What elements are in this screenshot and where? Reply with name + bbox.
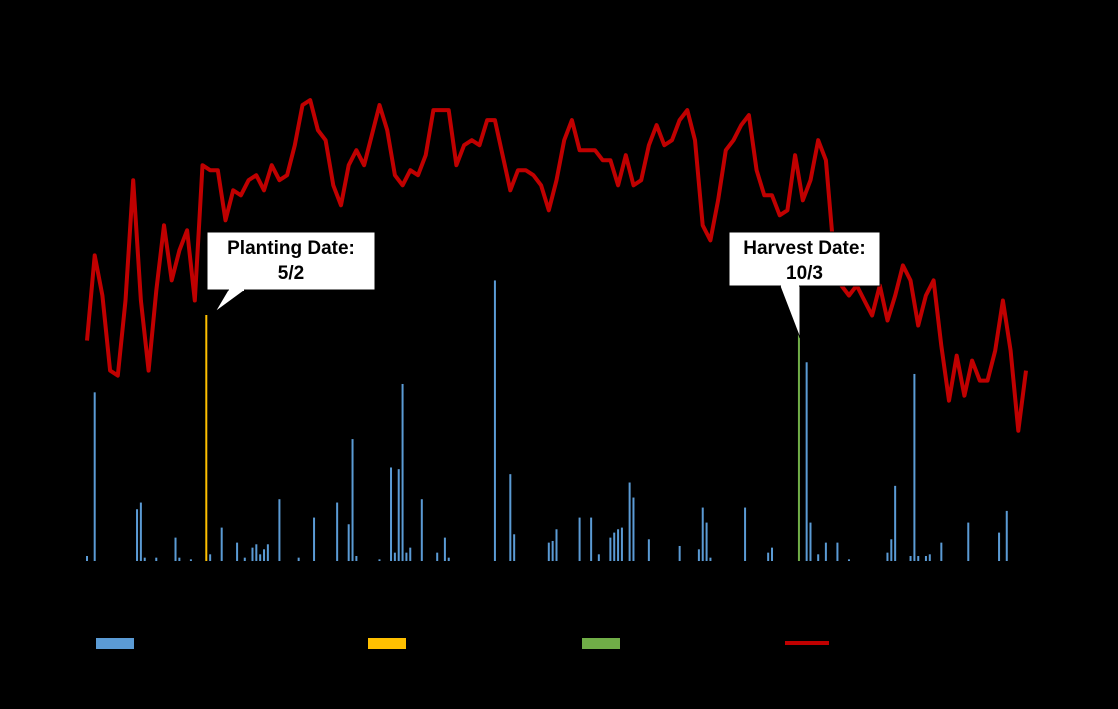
bar — [493, 280, 496, 561]
legend-swatch — [368, 638, 406, 649]
bar — [836, 542, 839, 561]
bar — [547, 542, 550, 561]
bar — [336, 502, 339, 561]
bar — [551, 540, 554, 561]
bar — [647, 539, 650, 561]
bar — [401, 383, 404, 561]
bar — [378, 559, 381, 561]
bar — [390, 467, 393, 561]
bar — [513, 534, 516, 561]
bar — [297, 557, 300, 561]
bar — [397, 469, 400, 561]
bar — [278, 499, 281, 561]
bar — [894, 485, 897, 561]
bar — [967, 522, 970, 561]
bar — [805, 362, 808, 561]
bar — [220, 527, 223, 561]
bar — [928, 554, 931, 561]
bar — [824, 542, 827, 561]
bar — [447, 557, 450, 561]
bar — [355, 555, 358, 561]
bar — [266, 544, 269, 561]
bar — [940, 542, 943, 561]
bar — [86, 555, 88, 561]
bar — [709, 557, 712, 561]
callout-date: 10/3 — [786, 263, 823, 284]
bar — [701, 507, 704, 561]
bar — [409, 547, 412, 561]
bar — [236, 542, 239, 561]
bar — [255, 544, 258, 561]
bar — [209, 554, 212, 561]
bar — [909, 555, 912, 561]
bar — [93, 392, 96, 561]
bar — [251, 547, 254, 561]
bar — [890, 539, 893, 561]
bar — [347, 524, 350, 561]
bar — [189, 559, 192, 561]
bar — [847, 559, 850, 561]
bar — [886, 552, 889, 561]
callout-date: 5/2 — [278, 263, 304, 284]
bar — [420, 499, 423, 561]
bar — [628, 482, 631, 561]
bar — [998, 532, 1001, 561]
bar — [155, 557, 158, 561]
bar — [436, 552, 439, 561]
bar — [313, 517, 316, 561]
bar — [705, 522, 708, 561]
callout-seam — [229, 289, 244, 291]
callout-box — [728, 231, 881, 287]
callout-box — [206, 231, 376, 291]
bar — [613, 532, 616, 561]
bar — [509, 474, 512, 561]
bar — [578, 517, 581, 561]
callout: Planting Date: 5/2 — [206, 231, 376, 313]
legend-swatch — [582, 638, 620, 649]
bar — [597, 554, 600, 561]
callout: Harvest Date: 10/3 — [728, 231, 881, 339]
bar — [771, 547, 774, 561]
bar — [1005, 510, 1008, 561]
bar — [263, 549, 266, 561]
callout-title: Harvest Date: — [743, 238, 866, 259]
bar — [913, 373, 916, 561]
callout-seam — [781, 285, 799, 287]
bar — [617, 529, 620, 561]
bar — [817, 554, 820, 561]
legend-swatch — [96, 638, 134, 649]
bar — [243, 557, 246, 561]
bar — [139, 502, 142, 561]
bar — [697, 549, 700, 561]
bar — [178, 557, 181, 561]
bar — [136, 509, 139, 561]
bar — [259, 554, 262, 561]
bar — [174, 537, 177, 561]
bar — [809, 522, 812, 561]
bar — [405, 552, 408, 561]
temperature-line — [85, 98, 1028, 433]
bar — [590, 517, 593, 561]
bar — [351, 439, 354, 561]
bar — [744, 507, 747, 561]
bar — [555, 529, 558, 561]
bar — [917, 555, 920, 561]
bar — [620, 527, 623, 561]
bar — [143, 557, 146, 561]
bar — [767, 552, 770, 561]
bar — [609, 537, 612, 561]
bar — [393, 552, 396, 561]
callout-title: Planting Date: — [227, 238, 355, 259]
bar — [924, 555, 927, 561]
bar — [632, 497, 635, 561]
bar — [678, 545, 681, 561]
bar — [443, 537, 446, 561]
